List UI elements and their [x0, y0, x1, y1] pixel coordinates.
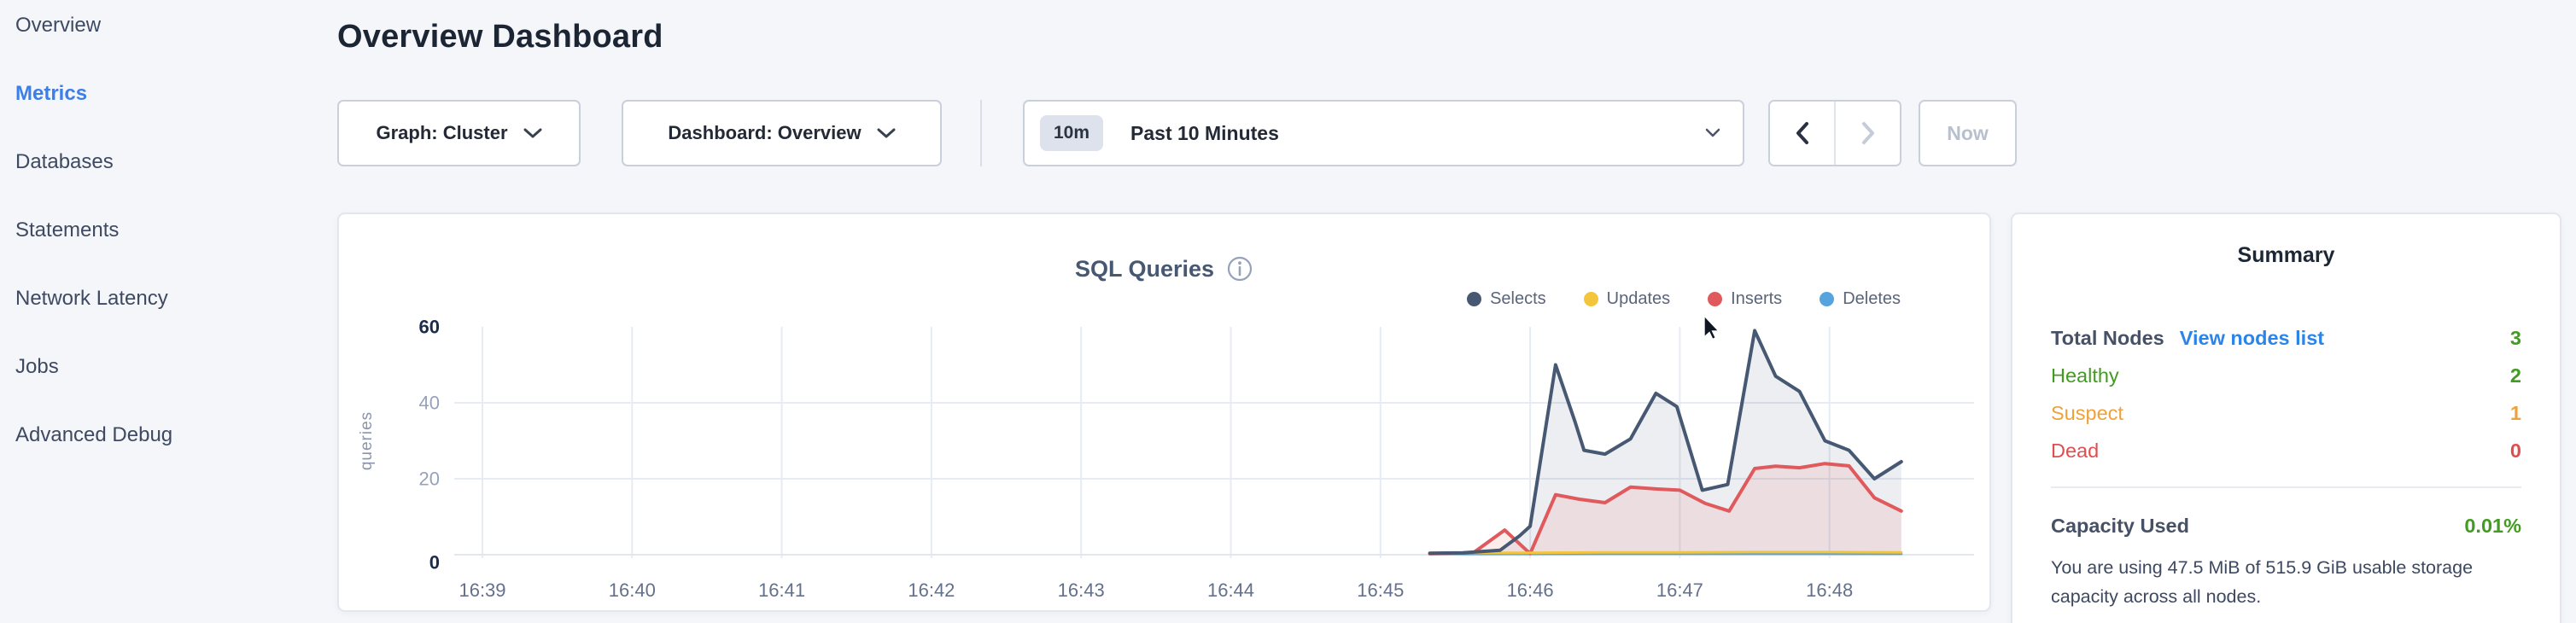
- svg-text:16:43: 16:43: [1058, 579, 1105, 601]
- summary-row-dead: Dead 0: [2051, 432, 2521, 469]
- sql-queries-chart: 0 20 40 60 16:39 16:40 16:41 16:42 16:43 16:44 16:…: [358, 317, 1974, 601]
- svg-text:16:48: 16:48: [1806, 579, 1853, 601]
- sidebar-item-metrics[interactable]: Metrics: [15, 82, 88, 105]
- legend-item-inserts[interactable]: Inserts: [1708, 289, 1782, 309]
- now-button[interactable]: Now: [1919, 100, 2017, 166]
- time-range-dropdown[interactable]: 10m Past 10 Minutes: [1023, 100, 1744, 166]
- summary-row-healthy: Healthy 2: [2051, 357, 2521, 394]
- legend-item-deletes[interactable]: Deletes: [1820, 289, 1901, 309]
- legend-dot-selects: [1467, 292, 1482, 306]
- summary-row-suspect: Suspect 1: [2051, 394, 2521, 432]
- dashboard-dropdown[interactable]: Dashboard: Overview: [622, 100, 942, 166]
- legend-item-updates[interactable]: Updates: [1583, 289, 1671, 309]
- sidebar-item-overview[interactable]: Overview: [15, 14, 102, 37]
- svg-text:40: 40: [419, 393, 440, 414]
- summary-divider: [2051, 486, 2521, 488]
- sidebar-item-databases[interactable]: Databases: [15, 150, 114, 173]
- time-next-button[interactable]: [1836, 102, 1900, 165]
- svg-text:16:44: 16:44: [1207, 579, 1254, 601]
- legend-dot-updates: [1583, 292, 1598, 306]
- sql-queries-chart-card: 0 20 40 60 16:39 16:40 16:41 16:42 16:43 16:44 16:…: [337, 213, 1991, 612]
- time-range-badge: 10m: [1040, 115, 1104, 151]
- chart-legend: Selects Updates Inserts Deletes: [1467, 289, 1901, 309]
- summary-title: Summary: [2237, 243, 2335, 267]
- chart-title: SQL Queries: [1074, 255, 1215, 282]
- dashboard-dropdown-label: Dashboard: Overview: [668, 122, 862, 143]
- time-prev-button[interactable]: [1770, 102, 1836, 165]
- healthy-label: Healthy: [2051, 364, 2119, 387]
- legend-dot-deletes: [1820, 292, 1835, 306]
- capacity-used-label: Capacity Used: [2051, 514, 2189, 537]
- suspect-label: Suspect: [2051, 401, 2123, 424]
- svg-text:16:39: 16:39: [459, 579, 505, 601]
- sidebar-nav: Overview Metrics Databases Statements Ne…: [0, 0, 318, 623]
- info-icon[interactable]: [1226, 255, 1253, 282]
- dead-value: 0: [2509, 439, 2521, 462]
- legend-label: Deletes: [1843, 289, 1901, 308]
- legend-label: Inserts: [1731, 289, 1783, 308]
- chevron-right-icon: [1861, 122, 1874, 144]
- summary-row-total-nodes: Total Nodes View nodes list 3: [2051, 319, 2521, 357]
- summary-row-capacity: Capacity Used 0.01%: [2051, 507, 2521, 544]
- svg-text:16:41: 16:41: [758, 579, 805, 601]
- time-range-label: Past 10 Minutes: [1130, 121, 1279, 144]
- page-title: Overview Dashboard: [337, 19, 663, 55]
- svg-text:16:42: 16:42: [908, 579, 955, 601]
- total-nodes-value: 3: [2509, 326, 2521, 349]
- legend-dot-inserts: [1708, 292, 1723, 306]
- chevron-left-icon: [1796, 122, 1808, 144]
- legend-label: Updates: [1606, 289, 1671, 308]
- svg-text:60: 60: [419, 317, 440, 338]
- summary-panel: Summary Total Nodes View nodes list 3 He…: [2011, 213, 2561, 623]
- graph-dropdown[interactable]: Graph: Cluster: [337, 100, 581, 166]
- capacity-description: You are using 47.5 MiB of 515.9 GiB usab…: [2051, 557, 2474, 607]
- chevron-down-icon: [877, 128, 896, 137]
- sidebar-item-statements[interactable]: Statements: [15, 218, 120, 242]
- svg-text:0: 0: [429, 552, 440, 574]
- svg-text:16:46: 16:46: [1507, 579, 1554, 601]
- svg-text:20: 20: [419, 469, 440, 490]
- chevron-down-icon: [1705, 128, 1720, 137]
- svg-text:16:40: 16:40: [609, 579, 656, 601]
- suspect-value: 1: [2509, 401, 2521, 424]
- healthy-value: 2: [2509, 364, 2521, 387]
- legend-label: Selects: [1490, 289, 1546, 308]
- chevron-down-icon: [523, 128, 542, 137]
- graph-dropdown-label: Graph: Cluster: [376, 122, 508, 143]
- sidebar-item-advanced-debug[interactable]: Advanced Debug: [15, 423, 173, 446]
- svg-text:16:45: 16:45: [1357, 579, 1404, 601]
- view-nodes-list-link[interactable]: View nodes list: [2179, 326, 2325, 349]
- total-nodes-label: Total Nodes: [2051, 326, 2164, 349]
- sidebar-item-network-latency[interactable]: Network Latency: [15, 287, 168, 310]
- dead-label: Dead: [2051, 439, 2100, 462]
- toolbar-divider: [980, 100, 982, 166]
- svg-text:16:47: 16:47: [1656, 579, 1703, 601]
- sidebar-item-jobs[interactable]: Jobs: [15, 355, 59, 378]
- time-pager: [1768, 100, 1901, 166]
- svg-text:queries: queries: [358, 411, 376, 470]
- legend-item-selects[interactable]: Selects: [1467, 289, 1546, 309]
- capacity-used-value: 0.01%: [2464, 514, 2521, 537]
